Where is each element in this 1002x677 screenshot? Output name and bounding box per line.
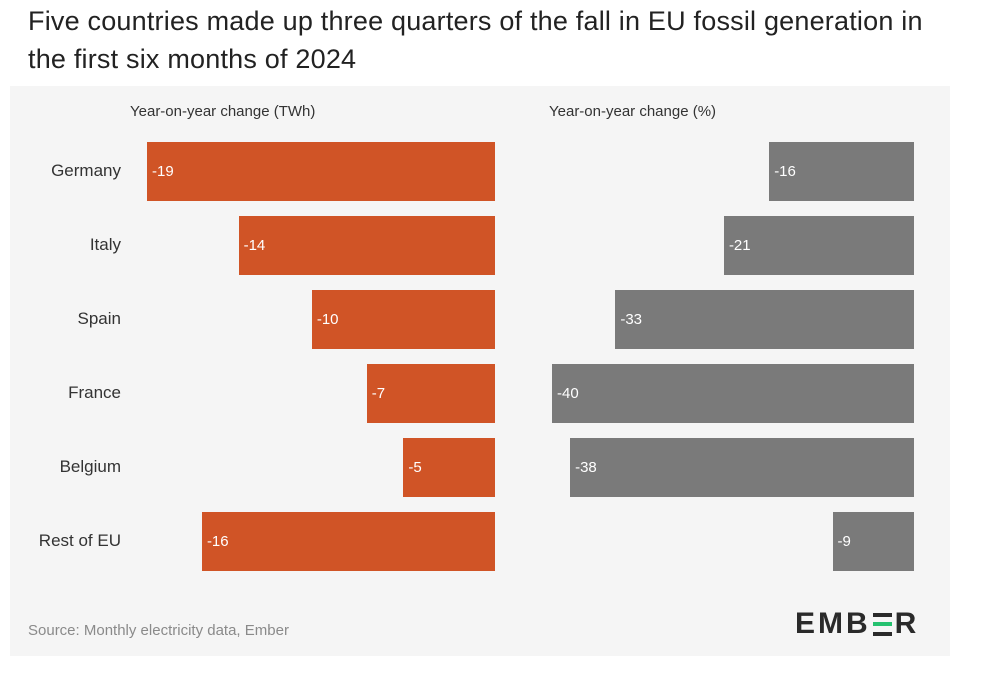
twh-bar-germany xyxy=(147,142,495,201)
twh-bar-spain xyxy=(311,290,495,349)
pct-bar-value-label: -21 xyxy=(728,237,751,254)
logo-e-glyph xyxy=(872,612,892,636)
logo-text-end: R xyxy=(894,607,920,640)
pct-bar-belgium xyxy=(570,438,914,497)
logo-text-start: EMB xyxy=(795,607,871,640)
twh-bar-italy xyxy=(238,216,495,275)
pct-bar-rest-of-eu xyxy=(832,512,914,571)
twh-bar-value-label: -19 xyxy=(152,163,174,180)
pct-bar-value-label: -33 xyxy=(620,311,643,328)
twh-bar-france xyxy=(366,364,495,423)
twh-bar-rest-of-eu xyxy=(201,512,495,571)
source-note: Source: Monthly electricity data, Ember xyxy=(28,622,289,639)
twh-bar-value-label: -5 xyxy=(408,459,422,476)
chart-title: Five countries made up three quarters of… xyxy=(28,6,923,74)
pct-bar-italy xyxy=(723,216,914,275)
category-label: Italy xyxy=(89,235,121,254)
pct-bar-france xyxy=(552,364,914,423)
category-label: France xyxy=(68,383,121,402)
twh-bar-value-label: -10 xyxy=(316,311,339,328)
pct-bar-germany xyxy=(769,142,914,201)
pct-bar-value-label: -40 xyxy=(557,385,579,402)
title-band xyxy=(0,0,1002,86)
pct-chart-subtitle: Year-on-year change (%) xyxy=(549,103,717,120)
pct-bar-value-label: -9 xyxy=(837,533,851,550)
twh-bar-belgium xyxy=(403,438,495,497)
twh-bar-value-label: -16 xyxy=(206,533,229,550)
twh-chart-subtitle: Year-on-year change (TWh) xyxy=(130,103,316,120)
category-label: Germany xyxy=(51,161,121,180)
pct-bar-value-label: -16 xyxy=(774,163,796,180)
ember-logo: EMB R xyxy=(795,606,919,642)
pct-bar-spain xyxy=(615,290,914,349)
twh-bar-value-label: -14 xyxy=(243,237,266,254)
category-label: Belgium xyxy=(59,457,121,476)
category-label: Spain xyxy=(77,309,121,328)
twh-bar-value-label: -7 xyxy=(371,385,386,402)
category-label: Rest of EU xyxy=(38,531,121,550)
pct-bar-value-label: -38 xyxy=(575,459,597,476)
